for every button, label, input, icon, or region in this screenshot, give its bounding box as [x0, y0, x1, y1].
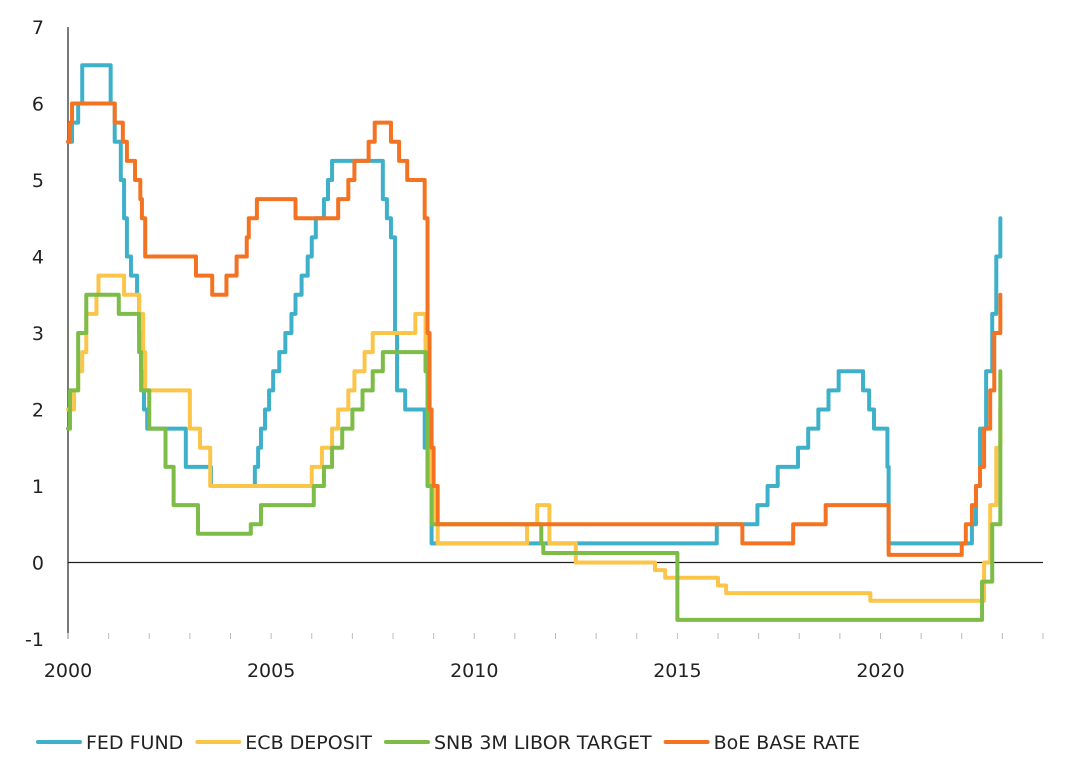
y-tick-label: 0: [32, 553, 44, 575]
x-tick-label: 2015: [653, 660, 701, 682]
y-tick-label: 7: [32, 17, 44, 39]
x-tick-label: 2005: [247, 660, 295, 682]
y-tick-label: 4: [32, 247, 44, 269]
series-line-boe-base-rate: [66, 101, 1003, 557]
y-tick-label: 1: [32, 476, 44, 498]
y-tick-label: 5: [32, 170, 44, 192]
legend-label: BoE BASE RATE: [714, 732, 860, 754]
series-line-ecb-deposit: [66, 273, 1003, 603]
y-tick-label: 2: [32, 400, 44, 422]
x-tick-label: 2000: [44, 660, 92, 682]
x-tick-label: 2010: [450, 660, 498, 682]
y-tick-label: 6: [32, 94, 44, 116]
legend-label: FED FUND: [86, 732, 183, 754]
legend: FED FUND ECB DEPOSIT SNB 3M LIBOR TARGET Bo…: [36, 732, 860, 754]
x-tick-label: 2020: [856, 660, 904, 682]
legend-label: ECB DEPOSIT: [245, 732, 372, 754]
series-line-fed-fund: [66, 63, 1003, 546]
series-line-snb-3m-libor-target: [66, 292, 1003, 622]
y-tick-label: -1: [25, 629, 44, 651]
y-tick-label: 3: [32, 323, 44, 345]
series-lines: [66, 63, 1003, 622]
axes: -1 0 1 2 3 4 5 6 7 2000 2005 2010 2015 2020: [25, 17, 1044, 682]
legend-label: SNB 3M LIBOR TARGET: [434, 732, 652, 754]
